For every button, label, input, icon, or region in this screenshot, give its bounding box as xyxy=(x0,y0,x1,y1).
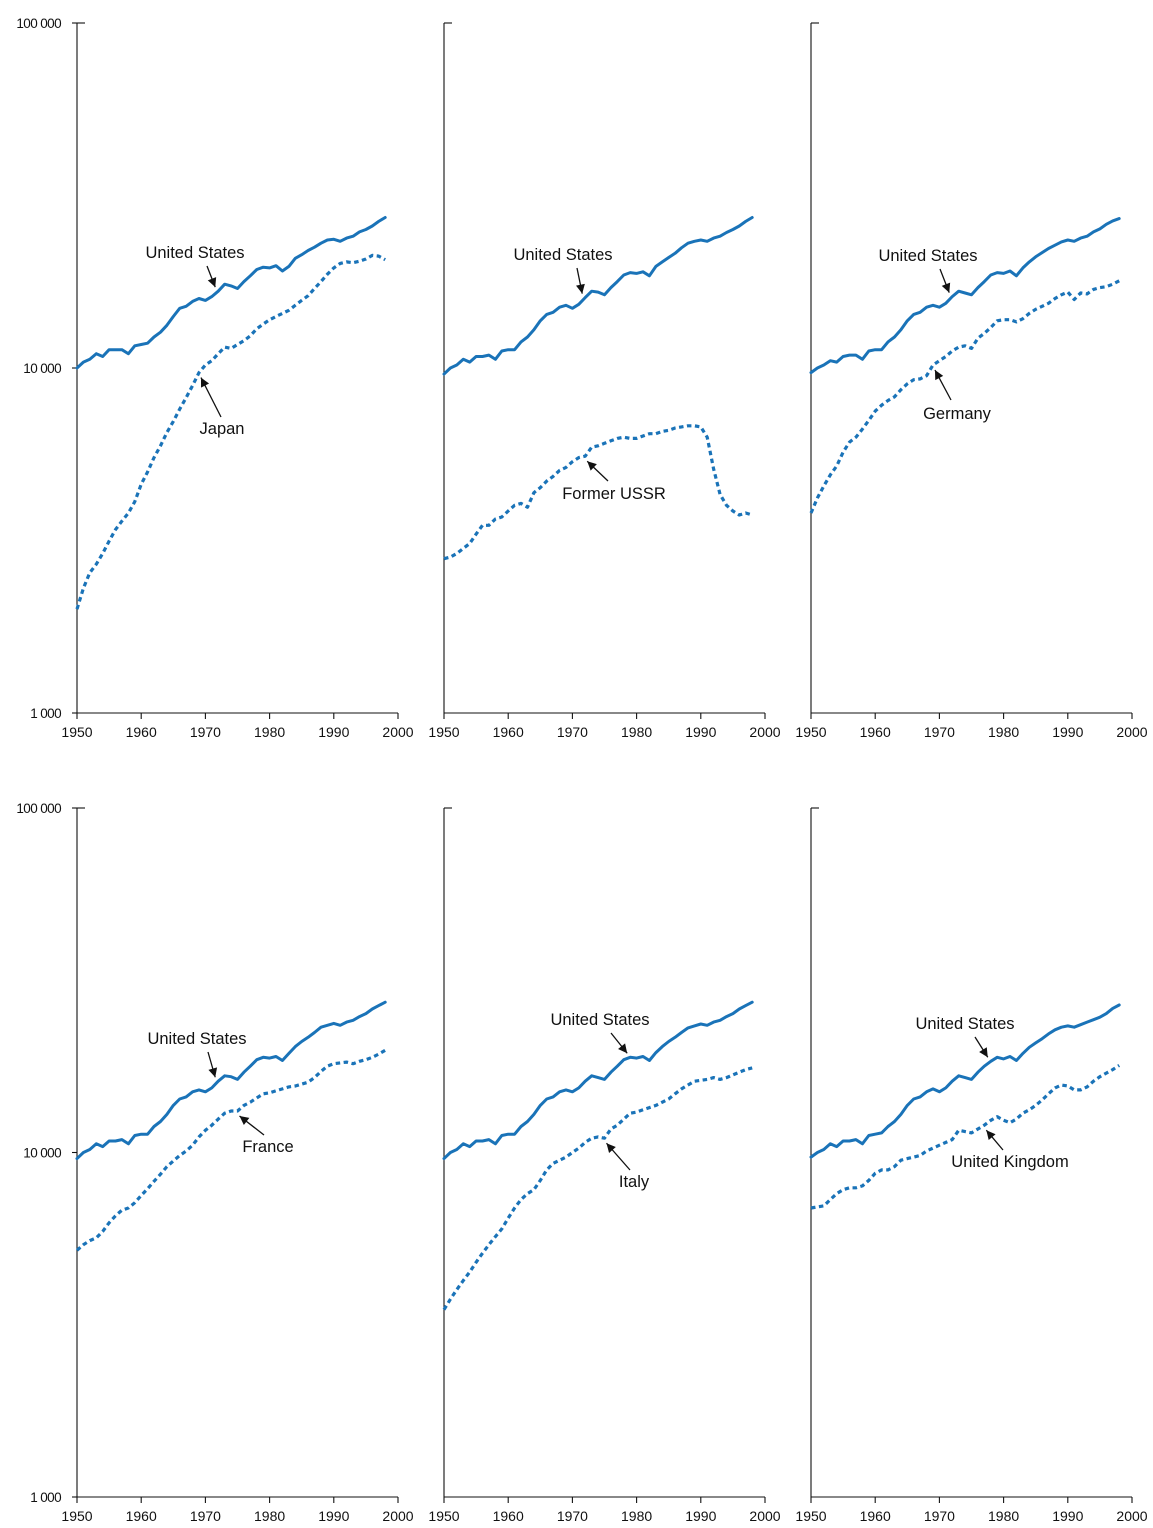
x-tick-label: 2000 xyxy=(1116,724,1147,740)
x-tick-label: 1980 xyxy=(254,724,285,740)
series-line-united-states xyxy=(809,217,1121,375)
series-line-japan xyxy=(75,253,386,610)
x-tick-label: 1990 xyxy=(318,724,349,740)
series-line-france xyxy=(75,1048,387,1252)
annotation-arrowhead xyxy=(587,461,597,471)
x-tick-label: 1950 xyxy=(61,1508,92,1524)
x-tick-label: 1980 xyxy=(254,1508,285,1524)
x-tick-label: 1960 xyxy=(493,724,524,740)
chart-panel-2: 1950 1960 1970 1980 1990 2000 United States For… xyxy=(428,22,781,740)
x-tick-label: 1950 xyxy=(61,724,92,740)
series-annotation-label: Japan xyxy=(200,420,245,438)
chart-panel-4: 1950 1960 1970 1980 1990 2000 1 000 10 000 100 0… xyxy=(16,801,413,1524)
series-line-united-states xyxy=(75,1000,387,1161)
series-line-united-states xyxy=(442,216,754,376)
x-tick-label: 1970 xyxy=(924,1508,955,1524)
x-tick-label: 1990 xyxy=(1052,724,1083,740)
series-annotation-label: United States xyxy=(513,246,612,264)
x-tick-label: 1960 xyxy=(860,1508,891,1524)
series-line-united-kingdom xyxy=(810,1064,1121,1210)
x-tick-label: 1960 xyxy=(126,724,157,740)
series-annotation-label: Germany xyxy=(923,405,992,423)
series-line-united-states xyxy=(809,1003,1121,1159)
x-tick-label: 1980 xyxy=(621,724,652,740)
series-annotation-label: United States xyxy=(878,247,977,265)
series-annotation-label: Former USSR xyxy=(562,485,666,503)
x-tick-label: 1970 xyxy=(190,1508,221,1524)
series-annotation-label: United States xyxy=(145,244,244,262)
chart-panel-5: 1950 1960 1970 1980 1990 2000 United States Ita… xyxy=(428,807,781,1524)
series-annotation-label: United Kingdom xyxy=(951,1153,1068,1171)
annotation-arrowhead xyxy=(934,370,944,381)
y-tick-label: 10 000 xyxy=(23,1146,61,1161)
x-tick-label: 1970 xyxy=(190,724,221,740)
annotation-arrowhead xyxy=(618,1043,628,1054)
x-tick-label: 1970 xyxy=(557,724,588,740)
x-tick-label: 1950 xyxy=(795,724,826,740)
series-annotation-label: United States xyxy=(915,1015,1014,1033)
series-annotation-label: United States xyxy=(550,1011,649,1029)
y-tick-label: 10 000 xyxy=(23,361,61,376)
annotation-arrowhead xyxy=(208,1067,218,1078)
x-tick-label: 1980 xyxy=(988,1508,1019,1524)
annotation-arrowhead xyxy=(941,282,951,293)
x-tick-label: 1950 xyxy=(795,1508,826,1524)
annotation-arrowhead xyxy=(606,1143,616,1153)
x-tick-label: 2000 xyxy=(1116,1508,1147,1524)
series-line-former-ussr xyxy=(443,424,753,561)
x-tick-label: 1990 xyxy=(318,1508,349,1524)
x-tick-label: 1990 xyxy=(685,724,716,740)
x-tick-label: 2000 xyxy=(382,724,413,740)
series-line-germany xyxy=(809,279,1120,514)
annotation-arrowhead xyxy=(979,1047,988,1058)
series-line-united-states xyxy=(442,1000,754,1161)
chart-panel-1: 1950 1960 1970 1980 1990 2000 1 000 10 000 100 0… xyxy=(16,16,413,740)
y-tick-label: 1 000 xyxy=(30,706,61,721)
series-line-italy xyxy=(442,1066,753,1311)
x-tick-label: 1950 xyxy=(428,1508,459,1524)
chart-panel-3: 1950 1960 1970 1980 1990 2000 United States Ger… xyxy=(795,22,1148,740)
y-tick-label: 100 000 xyxy=(16,801,61,816)
x-tick-label: 1990 xyxy=(685,1508,716,1524)
x-tick-label: 1970 xyxy=(924,724,955,740)
series-annotation-label: France xyxy=(242,1138,293,1156)
x-tick-label: 2000 xyxy=(749,1508,780,1524)
x-tick-label: 1950 xyxy=(428,724,459,740)
x-tick-label: 1990 xyxy=(1052,1508,1083,1524)
x-tick-label: 2000 xyxy=(382,1508,413,1524)
series-line-united-states xyxy=(75,216,387,370)
series-annotation-label: United States xyxy=(147,1030,246,1048)
annotation-arrowhead xyxy=(200,377,210,388)
y-tick-label: 100 000 xyxy=(16,16,61,31)
x-tick-label: 1960 xyxy=(860,724,891,740)
series-annotation-label: Italy xyxy=(619,1173,650,1191)
annotation-arrowhead xyxy=(576,283,585,294)
annotation-arrowhead xyxy=(986,1130,996,1141)
x-tick-label: 1980 xyxy=(621,1508,652,1524)
chart-panel-6: 1950 1960 1970 1980 1990 2000 United States Uni… xyxy=(795,807,1148,1524)
x-tick-label: 1970 xyxy=(557,1508,588,1524)
x-tick-label: 1960 xyxy=(493,1508,524,1524)
x-tick-label: 2000 xyxy=(749,724,780,740)
annotation-arrowhead xyxy=(239,1115,250,1126)
y-tick-label: 1 000 xyxy=(30,1490,61,1505)
x-tick-label: 1980 xyxy=(988,724,1019,740)
x-tick-label: 1960 xyxy=(126,1508,157,1524)
annotation-arrowhead xyxy=(207,277,217,288)
